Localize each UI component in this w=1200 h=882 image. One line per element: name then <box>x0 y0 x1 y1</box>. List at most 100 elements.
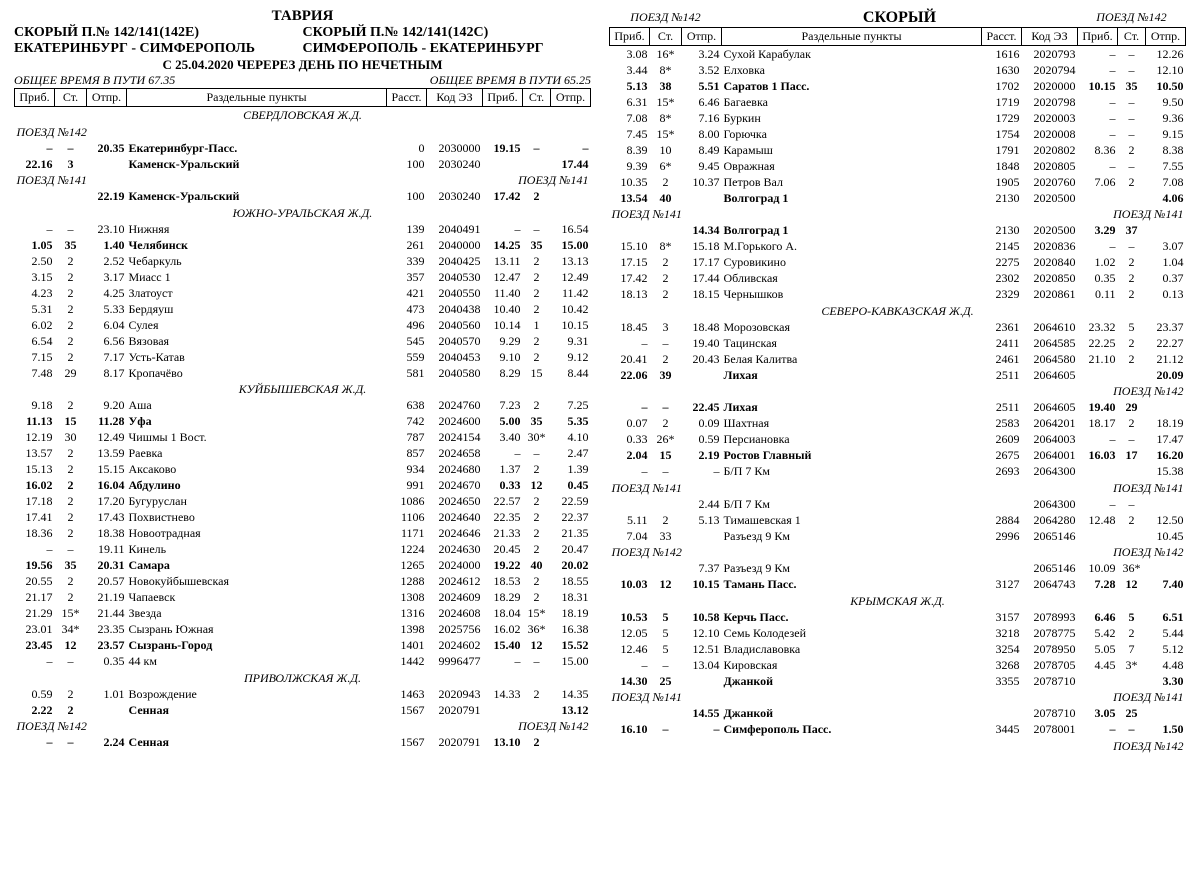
cell: 2609 <box>981 432 1021 448</box>
cell: 2064003 <box>1021 432 1077 448</box>
cell <box>15 189 55 205</box>
cell: 2024760 <box>427 398 483 414</box>
cell: 8* <box>650 110 682 126</box>
cell: 17 <box>1118 448 1146 464</box>
cell: – <box>1078 432 1118 448</box>
cell: Миасс 1 <box>127 269 387 285</box>
cell: Нижняя <box>127 221 387 237</box>
cell: 5.00 <box>483 414 523 430</box>
cell: 2024658 <box>427 446 483 462</box>
cell: 19.40 <box>1078 400 1118 416</box>
cell: 2020861 <box>1021 287 1077 303</box>
cell: 6.31 <box>610 94 650 110</box>
cell: 3.08 <box>610 46 650 63</box>
cell: 2675 <box>981 448 1021 464</box>
cell <box>523 156 551 172</box>
cell: 15.52 <box>551 638 591 654</box>
cell: 2 <box>650 174 682 190</box>
cell: 2078001 <box>1021 722 1077 738</box>
cell: 23.45 <box>15 638 55 654</box>
cell: 2 <box>650 512 682 528</box>
cell: Джанкой <box>722 673 982 689</box>
cell: 3 <box>650 319 682 335</box>
col-stop2: Ст. <box>1118 28 1146 46</box>
cell: 4.25 <box>87 285 127 301</box>
cell: 2024600 <box>427 414 483 430</box>
train-num-right: ПОЕЗД №141 <box>483 172 591 189</box>
cell: Аксаково <box>127 462 387 478</box>
station-row: 2.44Б/П 7 Км2064300–– <box>610 496 1186 512</box>
cell <box>682 190 722 206</box>
cell: 2078950 <box>1021 641 1077 657</box>
railway-section: ЮЖНО-УРАЛЬСКАЯ Ж.Д. <box>15 205 591 222</box>
cell: 17.47 <box>1146 432 1186 448</box>
cell: 12.10 <box>682 625 722 641</box>
station-row: 13.5440Волгоград 1213020205004.06 <box>610 190 1186 206</box>
cell: 7.40 <box>1146 577 1186 593</box>
cell: 7.45 <box>610 126 650 142</box>
cell: 6.54 <box>15 333 55 349</box>
cell: 10.50 <box>1146 78 1186 94</box>
cell <box>1118 528 1146 544</box>
cell: 5 <box>1118 609 1146 625</box>
cell: 5.13 <box>610 78 650 94</box>
cell: 20.43 <box>682 351 722 367</box>
cell: 12 <box>1118 577 1146 593</box>
station-row: 12.193012.49Чишмы 1 Вост.78720241543.403… <box>15 430 591 446</box>
col-dep2: Отпр. <box>1146 28 1186 46</box>
cell: 1.01 <box>87 686 127 702</box>
cell: 2020791 <box>427 735 483 751</box>
cell: 15.10 <box>610 239 650 255</box>
cell <box>1118 367 1146 383</box>
station-row: 19.563520.31Самара1265202400019.224020.0… <box>15 558 591 574</box>
station-row: ––2.24Сенная1567202079113.102 <box>15 735 591 751</box>
cell: Волгоград 1 <box>722 223 982 239</box>
cell: 2064001 <box>1021 448 1077 464</box>
cell: 13.10 <box>483 735 523 751</box>
cell: – <box>15 221 55 237</box>
cell: 12.48 <box>1078 512 1118 528</box>
cell: 13.54 <box>610 190 650 206</box>
cell: 16.20 <box>1146 448 1186 464</box>
cell: 1265 <box>387 558 427 574</box>
col-dist: Расст. <box>387 89 427 107</box>
cell: 581 <box>387 365 427 381</box>
cell: 18.38 <box>87 526 127 542</box>
station-row: 22.19Каменск-Уральский100203024017.422 <box>15 189 591 205</box>
station-row: 10.53510.58Керчь Пасс.315720789936.4656.… <box>610 609 1186 625</box>
train-id-right: СКОРЫЙ П.№ 142/141(142С) <box>303 25 592 41</box>
cell: 2040000 <box>427 237 483 253</box>
cell: 17.41 <box>15 510 55 526</box>
cell: Ростов Главный <box>722 448 982 464</box>
cell: 2 <box>55 526 87 542</box>
cell: 2511 <box>981 400 1021 416</box>
cell: 20.45 <box>483 542 523 558</box>
cell: 2 <box>55 269 87 285</box>
station-row: 5.13385.51Саратов 1 Пасс.1702202000010.1… <box>610 78 1186 94</box>
cell: 421 <box>387 285 427 301</box>
cell: 6.46 <box>682 94 722 110</box>
cell: 36* <box>1118 561 1146 577</box>
cell <box>981 706 1021 722</box>
cell: 2 <box>523 269 551 285</box>
cell: Звезда <box>127 606 387 622</box>
cell: 22.45 <box>682 400 722 416</box>
cell: 20.47 <box>551 542 591 558</box>
cell: 8.00 <box>682 126 722 142</box>
cell: 2065146 <box>1021 561 1077 577</box>
train-id-left: СКОРЫЙ П.№ 142/141(142Е) <box>14 25 303 41</box>
station-row: 7.088*7.16Буркин17292020003––9.36 <box>610 110 1186 126</box>
col-dep2: Отпр. <box>551 89 591 107</box>
cell: Тимашевская 1 <box>722 512 982 528</box>
cell: 36* <box>523 622 551 638</box>
station-row: 7.0433Разъезд 9 Км2996206514610.45 <box>610 528 1186 544</box>
cell: – <box>1118 46 1146 63</box>
train-num-left <box>610 383 722 400</box>
cell: 13.59 <box>87 446 127 462</box>
cell: 12 <box>523 638 551 654</box>
cell: 2030000 <box>427 140 483 156</box>
cell: 2024630 <box>427 542 483 558</box>
cell: 2.47 <box>551 446 591 462</box>
cell: 2461 <box>981 351 1021 367</box>
cell: 0 <box>387 140 427 156</box>
